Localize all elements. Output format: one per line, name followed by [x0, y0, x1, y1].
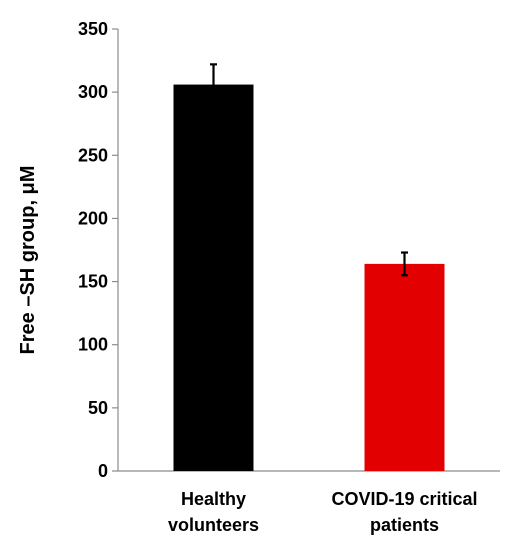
y-tick-label: 250 [78, 145, 108, 165]
x-category-labels: Healthy volunteers COVID-19 critical patien… [168, 489, 478, 535]
y-tick-label: 300 [78, 82, 108, 102]
y-tick-label: 350 [78, 19, 108, 39]
x-category-label: Healthy [181, 489, 246, 509]
y-axis-title: Free –SH group, μM [17, 166, 39, 355]
y-tick-label: 0 [98, 461, 108, 481]
y-tick-label: 200 [78, 208, 108, 228]
y-tick-label: 100 [78, 335, 108, 355]
y-tick-label: 150 [78, 272, 108, 292]
x-category-label: patients [370, 515, 439, 535]
bars [173, 84, 445, 472]
x-category-label: COVID-19 critical [331, 489, 477, 509]
y-axis-title-group: Free –SH group, μM [17, 166, 39, 355]
error-bars [210, 63, 408, 277]
bar [173, 84, 254, 472]
bar [364, 263, 445, 471]
x-category-label: volunteers [168, 515, 259, 535]
y-ticks: 0 50 100 150 200 250 300 350 [78, 19, 118, 481]
y-tick-label: 50 [88, 398, 108, 418]
